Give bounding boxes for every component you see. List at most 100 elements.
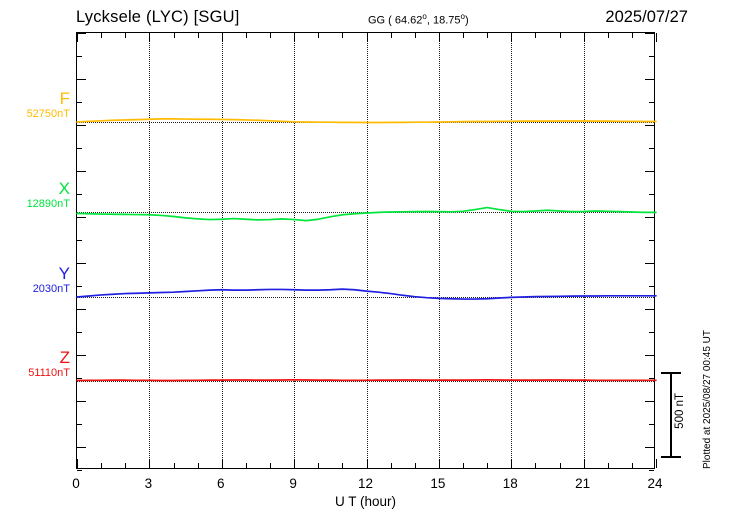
gg-prefix: GG ( 64.62 (368, 14, 423, 27)
y-tick-rgt-12 (645, 309, 654, 310)
component-baseline-Y: 2030nT (32, 282, 70, 295)
component-label-X: X 12890nT (4, 180, 70, 210)
trace-X (76, 206, 657, 222)
y-tick-rgt-18 (645, 447, 654, 448)
x-tick-top-17 (487, 33, 489, 38)
x-tick-bot-12 (366, 459, 368, 468)
x-tick-top-12 (366, 33, 368, 42)
y-tick-lft-11 (77, 286, 82, 287)
y-tick-lft-19 (77, 470, 82, 471)
x-tick-bot-17 (487, 463, 489, 468)
x-tick-bot-14 (414, 463, 416, 468)
y-tick-lft-13 (77, 332, 82, 333)
x-tick-bot-1 (101, 463, 103, 468)
y-tick-lft-14 (77, 355, 86, 356)
x-tick-bot-18 (511, 459, 513, 468)
x-tick-bot-22 (607, 463, 609, 468)
component-baseline-X: 12890nT (26, 197, 70, 210)
y-tick-lft-9 (77, 240, 82, 241)
x-tick-bot-3 (149, 459, 151, 468)
baseline-Z (77, 381, 654, 382)
gridline-hour-3 (149, 33, 151, 468)
x-tick-bot-24 (656, 459, 657, 468)
x-tick-label-18: 18 (502, 476, 518, 491)
x-tick-top-24 (656, 33, 657, 42)
gridline-hour-12 (366, 33, 368, 468)
component-baseline-Z: 51110nT (28, 366, 70, 379)
x-tick-bot-9 (294, 459, 296, 468)
y-tick-lft-17 (77, 424, 82, 425)
trace-layer (76, 118, 657, 382)
y-tick-rgt-15 (649, 378, 654, 379)
x-tick-bot-8 (270, 463, 271, 468)
x-tick-bot-10 (318, 463, 320, 468)
component-symbol-Z: Z (59, 348, 70, 367)
x-tick-top-18 (511, 33, 513, 42)
observation-date: 2025/07/27 (605, 8, 688, 26)
y-tick-rgt-11 (649, 286, 654, 287)
trace-F (76, 118, 657, 124)
component-symbol-F: F (59, 89, 70, 108)
x-tick-top-5 (197, 33, 199, 38)
x-tick-top-16 (463, 33, 464, 38)
y-tick-lft-3 (77, 102, 82, 103)
x-tick-bot-19 (535, 463, 537, 468)
geographic-coordinates: GG ( 64.62o, 18.75o) (368, 12, 469, 27)
trace-Z (76, 378, 657, 382)
x-tick-top-7 (245, 33, 247, 38)
x-axis-label: U T (hour) (334, 494, 397, 509)
y-tick-rgt-5 (649, 148, 654, 149)
y-tick-lft-2 (77, 79, 86, 80)
component-label-F: F 52750nT (4, 90, 70, 120)
x-tick-label-9: 9 (289, 476, 297, 491)
y-tick-rgt-13 (649, 332, 654, 333)
degree-symbol-lat: o (422, 12, 427, 21)
y-tick-rgt-17 (649, 424, 654, 425)
gg-mid: , 18.75 (426, 14, 461, 27)
x-tick-bot-21 (583, 459, 585, 468)
gridline-hour-18 (511, 33, 513, 468)
gridline-hour-6 (221, 33, 223, 468)
x-tick-top-20 (559, 33, 561, 38)
trace-Y (76, 288, 657, 300)
x-tick-top-1 (101, 33, 103, 38)
y-tick-lft-12 (77, 309, 86, 310)
x-tick-top-10 (318, 33, 320, 38)
x-tick-top-0 (77, 33, 78, 42)
component-symbol-X: X (58, 179, 70, 198)
x-tick-top-4 (173, 33, 175, 38)
x-tick-top-9 (294, 33, 296, 42)
y-tick-rgt-16 (645, 401, 654, 402)
y-tick-rgt-7 (649, 194, 654, 195)
y-tick-rgt-14 (645, 355, 654, 356)
degree-symbol-lon: o (460, 12, 465, 21)
y-tick-rgt-8 (645, 217, 654, 218)
component-symbol-Y: Y (58, 264, 70, 283)
y-tick-rgt-10 (645, 263, 654, 264)
gridline-hour-9 (294, 33, 296, 468)
x-tick-bot-4 (173, 463, 175, 468)
y-tick-lft-1 (77, 56, 82, 57)
scale-bar-label: 500 nT (674, 393, 686, 429)
y-tick-rgt-19 (649, 470, 654, 471)
x-tick-top-13 (390, 33, 392, 38)
x-tick-top-19 (535, 33, 537, 38)
x-tick-bot-6 (221, 459, 223, 468)
y-tick-lft-15 (77, 378, 82, 379)
y-tick-lft-10 (77, 263, 86, 264)
x-tick-bot-16 (463, 463, 464, 468)
station-title: Lycksele (LYC) [SGU] (76, 8, 240, 26)
y-tick-lft-0 (77, 33, 86, 34)
scale-bar (662, 372, 679, 458)
x-tick-label-3: 3 (144, 476, 153, 491)
x-tick-top-14 (414, 33, 416, 38)
y-tick-lft-7 (77, 194, 82, 195)
y-tick-rgt-4 (645, 125, 654, 126)
x-tick-label-21: 21 (575, 476, 591, 491)
x-tick-bot-13 (390, 463, 392, 468)
gg-suffix: ) (464, 14, 469, 27)
x-tick-bot-20 (559, 463, 561, 468)
x-tick-bot-2 (125, 463, 127, 468)
y-tick-lft-5 (77, 148, 82, 149)
